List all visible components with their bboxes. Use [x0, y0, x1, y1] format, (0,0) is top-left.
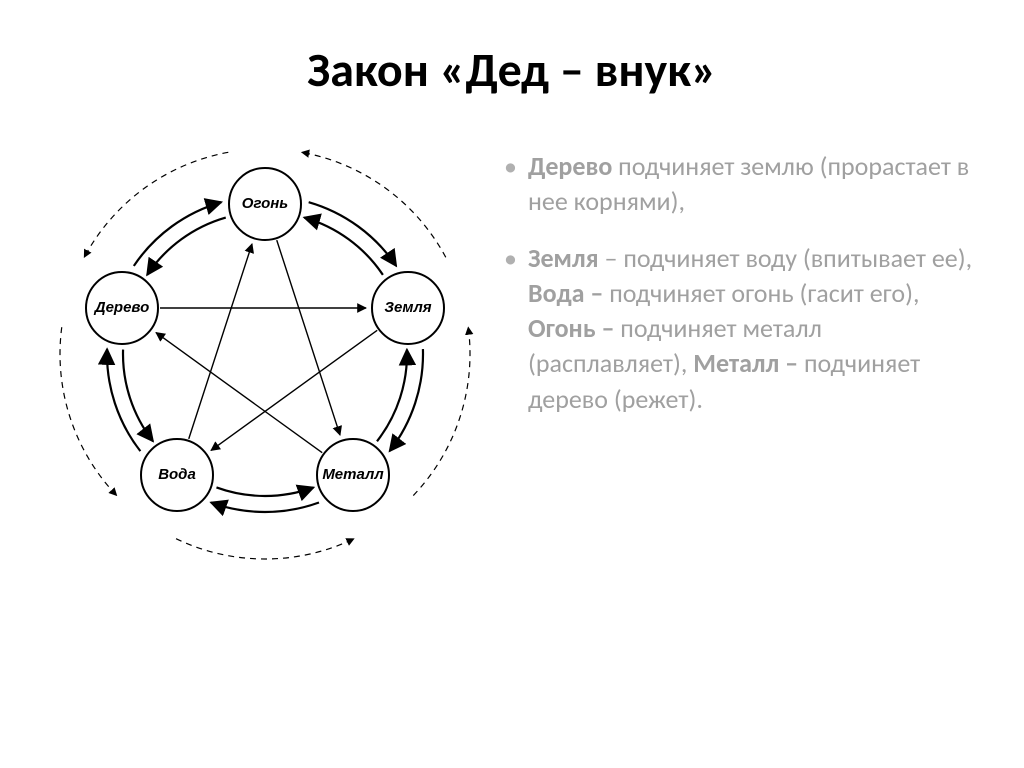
page-title: Закон «Дед – внук»: [50, 40, 974, 99]
bold-term: Огонь –: [528, 312, 614, 344]
body-text: – подчиняет воду (впитывает ее),: [599, 242, 972, 274]
svg-text:Земля: Земля: [384, 299, 431, 316]
bold-term: Металл –: [693, 347, 798, 379]
five-elements-diagram: Огонь Земля Металл Вода Дерево: [50, 139, 480, 569]
bold-term: Земля: [528, 242, 599, 274]
slide: Закон «Дед – внук» Огонь Земля Металл Вода Д…: [0, 0, 1024, 768]
diagram-svg: Огонь Земля Металл Вода Дерево: [50, 139, 480, 569]
list-item: Дерево подчиняет землю (прорастает в нее…: [500, 149, 974, 219]
svg-text:Огонь: Огонь: [242, 195, 289, 212]
svg-text:Металл: Металл: [322, 466, 384, 483]
body-text: подчиняет огонь (гасит его),: [603, 277, 919, 309]
bold-term: Дерево: [528, 150, 612, 182]
svg-text:Дерево: Дерево: [93, 299, 150, 316]
bold-term: Вода –: [528, 277, 603, 309]
svg-text:Вода: Вода: [158, 466, 196, 483]
bullet-list: Дерево подчиняет землю (прорастает в нее…: [500, 149, 974, 417]
text-column: Дерево подчиняет землю (прорастает в нее…: [500, 139, 974, 439]
content-row: Огонь Земля Металл Вода Дерево Дерево подчин…: [50, 139, 974, 569]
list-item: Земля – подчиняет воду (впитывает ее), В…: [500, 241, 974, 416]
